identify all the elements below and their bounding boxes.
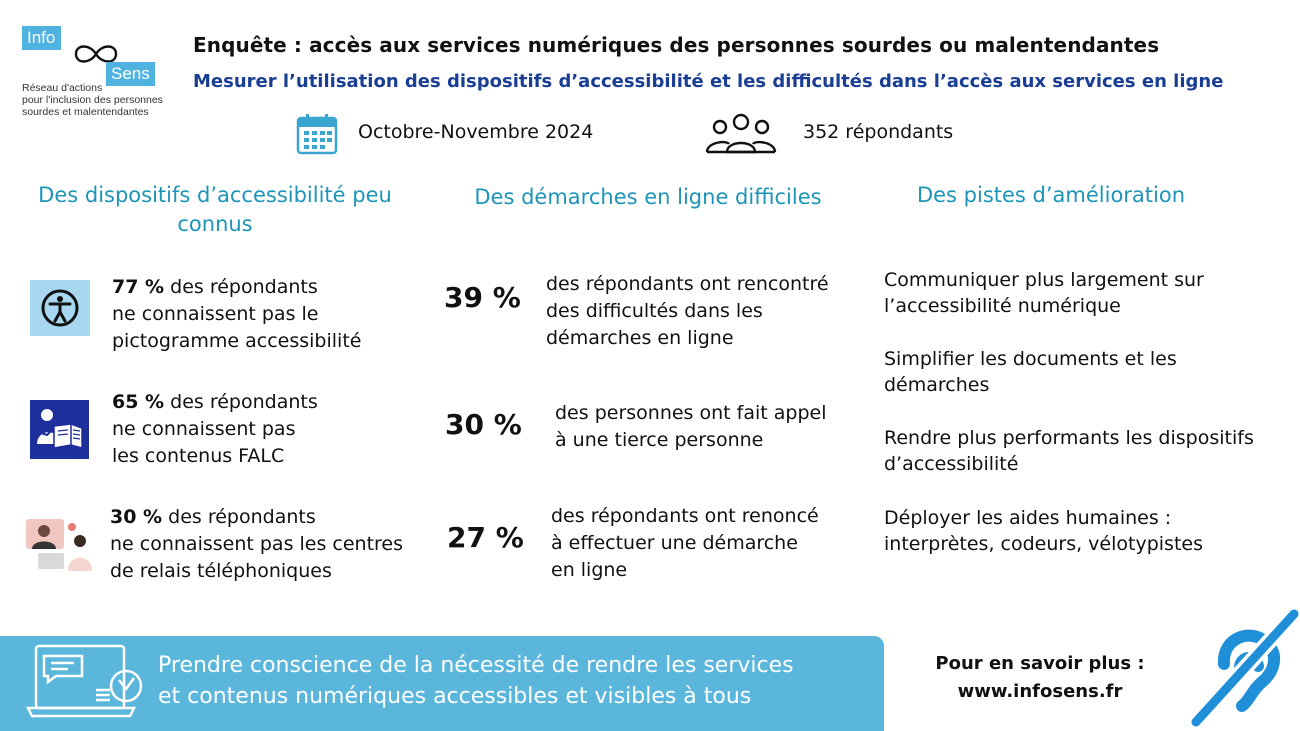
bottom-banner: [0, 636, 884, 731]
calendar-icon: [296, 114, 338, 155]
tip-communicate: Communiquer plus largement sur l’accessi…: [884, 269, 1204, 317]
page-subtitle: Mesurer l’utilisation des dispositifs d’…: [193, 71, 1224, 92]
more-info-label: Pour en savoir plus :: [935, 653, 1145, 674]
people-group-icon: [705, 113, 777, 154]
stat-pct-difficulties: 39 %: [444, 281, 521, 314]
website-link[interactable]: www.infosens.fr: [957, 681, 1123, 702]
stat-pct-third-party: 30 %: [445, 408, 522, 441]
stat-relay-centers: 30 % des répondants ne connaissent pas l…: [110, 506, 404, 582]
infosens-logo: Info Sens Réseau d'actions pour l'inclus…: [22, 26, 163, 118]
stat-accessibility-pictogram: 77 % des répondants ne connaissent pas l…: [112, 276, 362, 352]
page-title: Enquête : accès aux services numériques …: [193, 33, 1160, 57]
tip-simplify: Simplifier les documents et les démarche…: [884, 348, 1177, 396]
tip-human-aids: Déployer les aides humaines : interprète…: [884, 507, 1203, 555]
survey-date: Octobre-Novembre 2024: [358, 121, 594, 143]
relay-center-icon: [24, 515, 96, 577]
hearing-loss-icon: [1190, 608, 1300, 728]
stat-falc-contents: 65 % des répondants ne connaissent pas l…: [112, 391, 318, 467]
logo-word-info: Info: [22, 26, 62, 50]
banner-message: Prendre conscience de la nécessité de re…: [158, 653, 794, 709]
logo-word-sens: Sens: [106, 62, 155, 86]
more-info: Pour en savoir plus : www.infosens.fr: [905, 650, 1175, 706]
logo-infinity-icon: [74, 45, 118, 63]
accessibility-pictogram-icon: [30, 280, 90, 336]
respondent-count: 352 répondants: [803, 121, 954, 143]
column-heading-accessibility: Des dispositifs d’accessibilité peu conn…: [38, 183, 392, 236]
stat-text-gave-up: des répondants ont renoncé à effectuer u…: [551, 505, 819, 581]
stat-pct-gave-up: 27 %: [447, 521, 524, 554]
falc-easy-read-icon: [30, 400, 89, 459]
tip-performance: Rendre plus performants les dispositifs …: [884, 427, 1254, 475]
laptop-message-icon: [26, 644, 143, 718]
column-heading-online: Des démarches en ligne difficiles: [474, 185, 822, 209]
column-heading-improvements: Des pistes d’amélioration: [916, 183, 1186, 207]
stat-text-third-party: des personnes ont fait appel à une tierc…: [555, 402, 827, 451]
logo-tagline: Réseau d'actions pour l'inclusion des pe…: [22, 82, 163, 118]
stat-text-difficulties: des répondants ont rencontré des difficu…: [546, 273, 829, 349]
